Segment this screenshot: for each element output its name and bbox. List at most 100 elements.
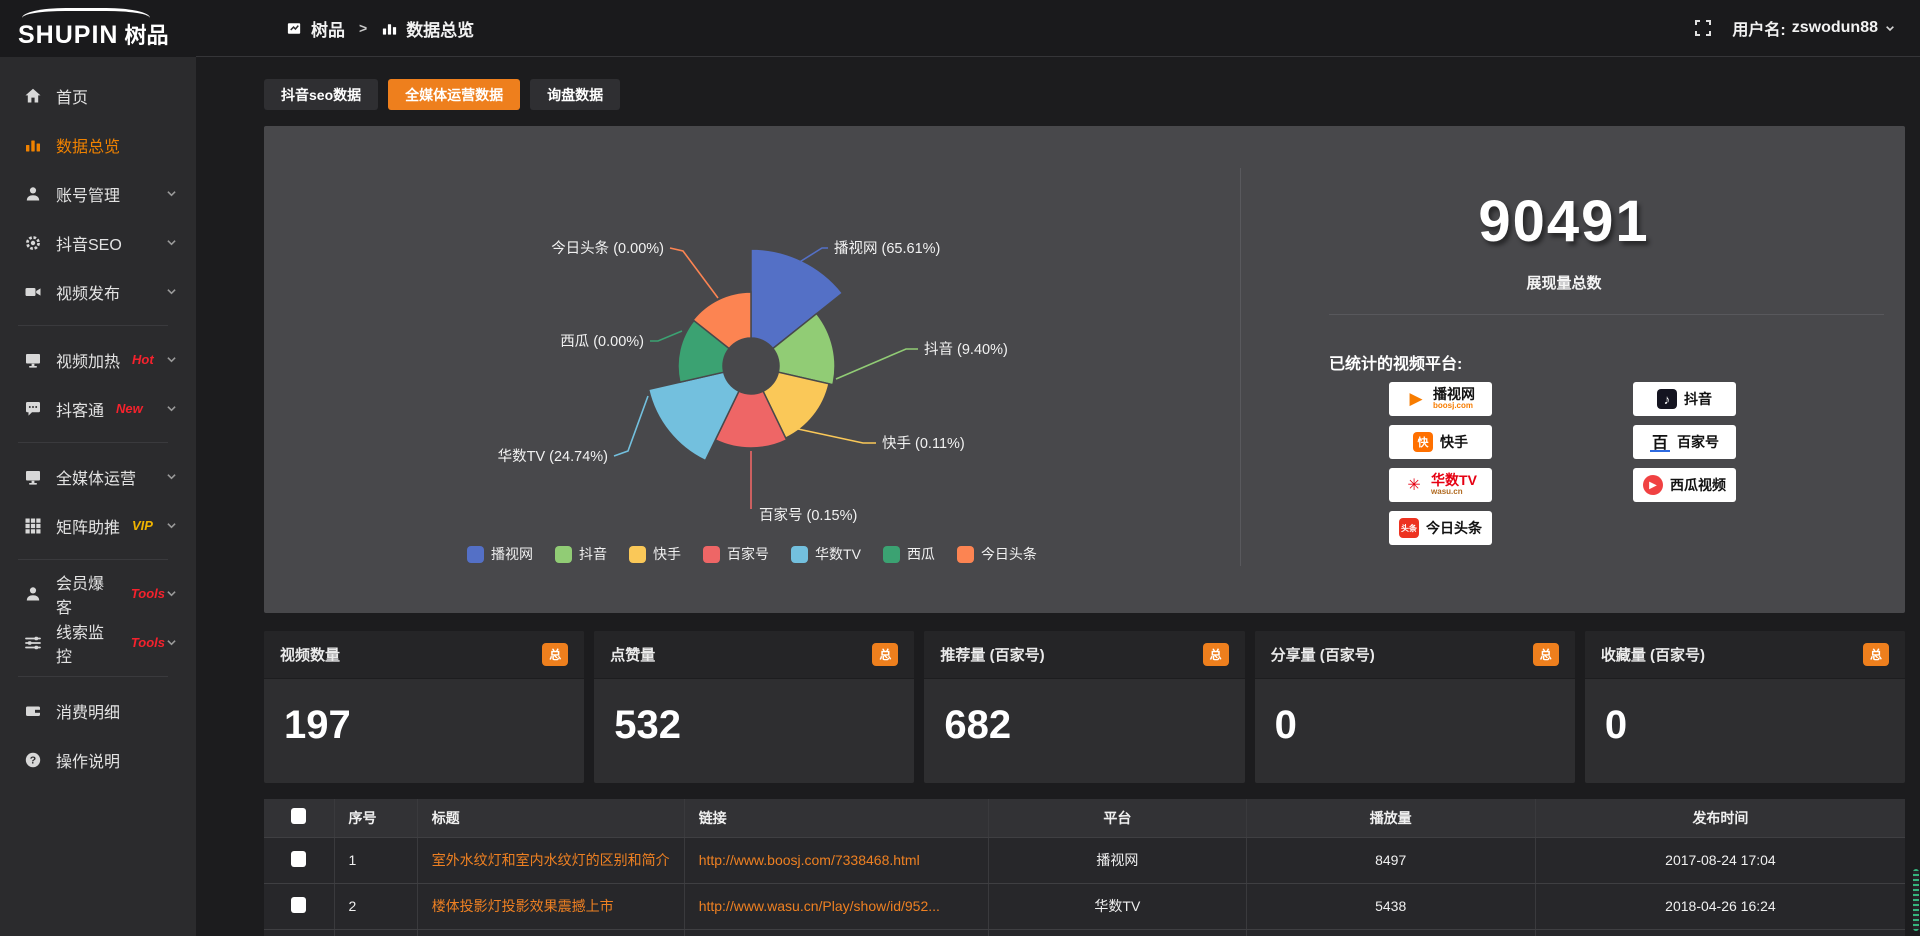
sidebar-divider bbox=[18, 442, 168, 443]
chevron-down-icon bbox=[165, 587, 178, 600]
username-label: 用户名: bbox=[1732, 22, 1786, 39]
tab-询盘数据[interactable]: 询盘数据 bbox=[530, 79, 621, 110]
sidebar-item-视频加热[interactable]: 视频加热 Hot bbox=[0, 335, 196, 384]
legend-swatch bbox=[555, 545, 573, 563]
column-header-发布时间: 发布时间 bbox=[1535, 799, 1905, 838]
sidebar-item-全媒体运营[interactable]: 全媒体运营 bbox=[0, 452, 196, 501]
video-table: 序号 标题 链接 平台 播放量 发布时间 1 室外水纹灯和室内水纹灯的区别和简介 http:/… bbox=[264, 799, 1905, 936]
platform-name: 抖音 bbox=[1684, 390, 1712, 407]
stat-card-header: 收藏量 (百家号) 总 bbox=[1584, 631, 1906, 679]
pie-slice-播视网[interactable] bbox=[750, 248, 844, 350]
total-badge[interactable]: 总 bbox=[872, 643, 899, 666]
pie-label-抖音: 抖音 (9.40%) bbox=[924, 341, 1008, 358]
brand-latin: SHUPIN bbox=[18, 20, 119, 49]
platform-badges-right: ♪ 抖音百百家号 ▶ 西瓜视频 bbox=[1633, 382, 1736, 502]
platform-name: 快手 bbox=[1440, 433, 1468, 450]
tab-抖音seo数据[interactable]: 抖音seo数据 bbox=[264, 79, 379, 110]
sidebar-item-消费明细[interactable]: 消费明细 bbox=[0, 686, 196, 735]
platform-badge-快手[interactable]: 快快手 bbox=[1389, 425, 1492, 459]
pie-slice-抖音[interactable] bbox=[771, 312, 836, 386]
user-icon bbox=[24, 585, 42, 603]
row-checkbox-cell bbox=[264, 837, 335, 884]
scrollbar-thumb[interactable] bbox=[1913, 869, 1919, 931]
breadcrumb-current[interactable]: 数据总览 bbox=[406, 20, 475, 40]
cell-platform: 播视网 bbox=[988, 837, 1247, 884]
breadcrumb-separator: > bbox=[359, 20, 368, 36]
legend-item-抖音[interactable]: 抖音 bbox=[555, 544, 607, 564]
sidebar-item-线索监控[interactable]: 线索监控 Tools bbox=[0, 618, 196, 667]
sidebar-item-视频发布[interactable]: 视频发布 bbox=[0, 267, 196, 316]
sidebar-item-操作说明[interactable]: ? 操作说明 bbox=[0, 735, 196, 784]
sidebar-item-label: 首页 bbox=[56, 89, 89, 107]
total-badge[interactable]: 总 bbox=[1532, 643, 1559, 666]
sidebar-divider bbox=[18, 676, 168, 677]
sidebar-item-label: 全媒体运营 bbox=[56, 470, 137, 488]
chart-panel: 播视网 (65.61%) 抖音 (9.40%) 快手 (0.11%) 百家号 (0.1… bbox=[264, 126, 1905, 613]
total-badge[interactable]: 总 bbox=[1202, 643, 1229, 666]
sidebar-divider bbox=[18, 559, 168, 560]
cell-platform: 华数TV bbox=[988, 883, 1247, 930]
chevron-down-icon bbox=[165, 636, 178, 649]
platform-badge-今日头条[interactable]: 头条 今日头条 bbox=[1389, 511, 1492, 545]
total-badge[interactable]: 总 bbox=[1863, 643, 1890, 666]
cell-time: 2018-04-26 16:24 bbox=[1535, 883, 1905, 930]
platform-badge-抖音[interactable]: ♪ 抖音 bbox=[1633, 382, 1736, 416]
legend-item-华数TV[interactable]: 华数TV bbox=[791, 544, 861, 564]
pie-label-今日头条: 今日头条 (0.00%) bbox=[551, 240, 664, 257]
sidebar-item-label: 消费明细 bbox=[56, 704, 121, 722]
platform-badge-播视网[interactable]: ▶ 播视网 boosj.com bbox=[1389, 382, 1492, 416]
total-badge[interactable]: 总 bbox=[542, 643, 569, 666]
platform-badges-left: ▶ 播视网 boosj.com 快快手 ✳ 华数TV wasu.cn 头条 今日头条 bbox=[1389, 382, 1492, 545]
legend-item-今日头条[interactable]: 今日头条 bbox=[956, 544, 1037, 564]
toutiao-logo-icon: 头条 bbox=[1399, 518, 1419, 538]
stat-cards: 视频数量总 197 点赞量总 532 推荐量 (百家号) 总 682 分享量 (百家号) 总 0 收… bbox=[264, 631, 1906, 783]
sidebar-item-账号管理[interactable]: 账号管理 bbox=[0, 169, 196, 218]
sidebar-item-会员爆客[interactable]: 会员爆客 Tools bbox=[0, 569, 196, 618]
boosj-play-icon: ▶ bbox=[1409, 389, 1423, 408]
breadcrumb-root[interactable]: 树品 bbox=[311, 20, 345, 40]
legend-swatch bbox=[882, 545, 900, 563]
platform-badge-西瓜视频[interactable]: ▶ 西瓜视频 bbox=[1633, 468, 1736, 502]
stat-card-header: 分享量 (百家号) 总 bbox=[1254, 631, 1575, 679]
user-menu[interactable]: 用户名: zswodun88 bbox=[1732, 16, 1896, 40]
legend-swatch bbox=[791, 545, 809, 563]
pie-label-line-今日头条 bbox=[669, 247, 719, 299]
cell-title[interactable]: 室外水纹灯和室内水纹灯的区别和简介 bbox=[417, 837, 685, 884]
sidebar-item-矩阵助推[interactable]: 矩阵助推 VIP bbox=[0, 501, 196, 550]
table-row: 1 室外水纹灯和室内水纹灯的区别和简介 http://www.boosj.com/7… bbox=[264, 837, 1905, 884]
cell-link[interactable]: http://www.boosj.com/7338468.html bbox=[684, 837, 990, 884]
legend-item-西瓜[interactable]: 西瓜 bbox=[882, 544, 935, 564]
sidebar-item-数据总览[interactable]: 数据总览 bbox=[0, 120, 196, 169]
legend-item-快手[interactable]: 快手 bbox=[629, 544, 681, 564]
cell-no: 1 bbox=[334, 837, 418, 884]
sidebar-item-badge: Tools bbox=[130, 635, 165, 650]
legend-item-百家号[interactable]: 百家号 bbox=[703, 544, 769, 564]
cell-title[interactable]: 楼体投影灯投影效果震撼上市 bbox=[417, 883, 685, 930]
topbar: 树品 > 数据总览 用户名: zswodun88 bbox=[196, 0, 1920, 57]
select-all-checkbox-cell bbox=[264, 799, 335, 838]
fullscreen-icon[interactable] bbox=[1694, 19, 1712, 37]
platform-badge-华数TV[interactable]: ✳ 华数TV wasu.cn bbox=[1389, 468, 1492, 502]
pie-slice-今日头条[interactable] bbox=[692, 291, 752, 350]
sidebar-item-badge: Tools bbox=[130, 586, 165, 601]
grid-icon bbox=[24, 517, 42, 535]
sidebar-item-label: 视频发布 bbox=[56, 285, 121, 303]
legend-item-播视网[interactable]: 播视网 bbox=[467, 544, 533, 564]
main-column: 树品 > 数据总览 用户名: zswodun88 抖音seo数据 全媒体运营数据 bbox=[196, 0, 1920, 936]
chart-legend: 播视网 抖音 快手 百家号 华数TV 西瓜 今日头条 bbox=[264, 544, 1240, 564]
sidebar-item-首页[interactable]: 首页 bbox=[0, 71, 196, 120]
wasu-star-icon: ✳ bbox=[1407, 477, 1421, 494]
cell-link[interactable]: http://www.wasu.cn/Play/show/id/952... bbox=[684, 883, 990, 930]
chevron-down-icon bbox=[165, 470, 178, 483]
pie-slice-华数TV[interactable] bbox=[647, 371, 740, 462]
platform-name: 百家号 bbox=[1677, 433, 1719, 450]
sidebar-item-抖客通[interactable]: 抖客通 New bbox=[0, 384, 196, 433]
row-checkbox[interactable] bbox=[291, 896, 307, 913]
overview-divider bbox=[1329, 314, 1884, 315]
row-checkbox[interactable] bbox=[291, 850, 307, 867]
page-scrollbar[interactable] bbox=[1913, 57, 1919, 936]
sidebar-item-抖音SEO[interactable]: 抖音SEO bbox=[0, 218, 196, 267]
platform-badge-百家号[interactable]: 百百家号 bbox=[1633, 425, 1736, 459]
select-all-checkbox[interactable] bbox=[291, 808, 307, 825]
tab-全媒体运营数据[interactable]: 全媒体运营数据 bbox=[388, 79, 521, 110]
